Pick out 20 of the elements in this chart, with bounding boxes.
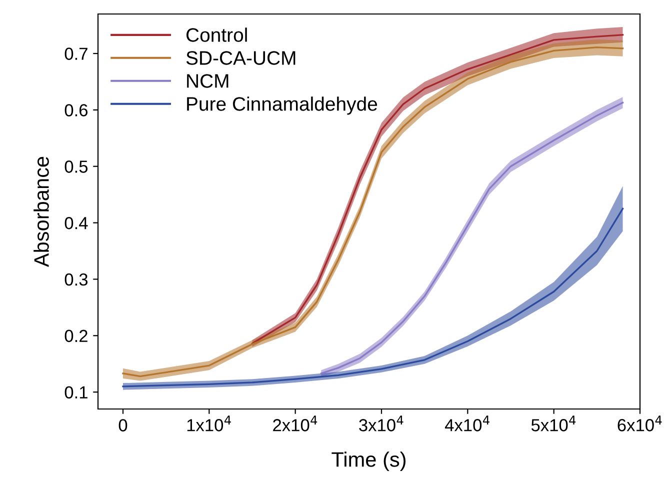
legend-label: NCM xyxy=(187,74,228,88)
y-tick-label: 0.2 xyxy=(64,330,88,342)
x-tick-label: 6x10$^{4}$ xyxy=(618,416,662,432)
y-tick-label: 0.6 xyxy=(64,104,88,116)
legend-label: Control xyxy=(186,28,247,42)
x-tick-label: 4x10$^{4}$ xyxy=(444,416,490,432)
x-tick-label: 1x10$^{4}$ xyxy=(187,416,231,432)
x-axis-title: Time (s) xyxy=(332,452,406,471)
y-tick-label: 0.5 xyxy=(64,160,88,173)
y-tick-label: 0.3 xyxy=(64,273,88,286)
legend-label: SD-CA-UCM xyxy=(186,51,296,65)
x-tick-label: 2x10$^{4}$ xyxy=(273,416,318,432)
x-tick-label: 0 xyxy=(118,419,128,432)
legend-label: Pure Cinnamaldehyde xyxy=(187,96,378,115)
y-tick-label: 0.1 xyxy=(64,386,88,399)
y-axis-title: Absorbance xyxy=(34,156,49,268)
y-tick-label: 0.4 xyxy=(64,216,88,230)
y-tick-label: 0.7 xyxy=(64,48,88,60)
x-tick-label: 5x10$^{4}$ xyxy=(531,416,576,432)
x-tick-label: 3x10$^{4}$ xyxy=(359,416,404,432)
